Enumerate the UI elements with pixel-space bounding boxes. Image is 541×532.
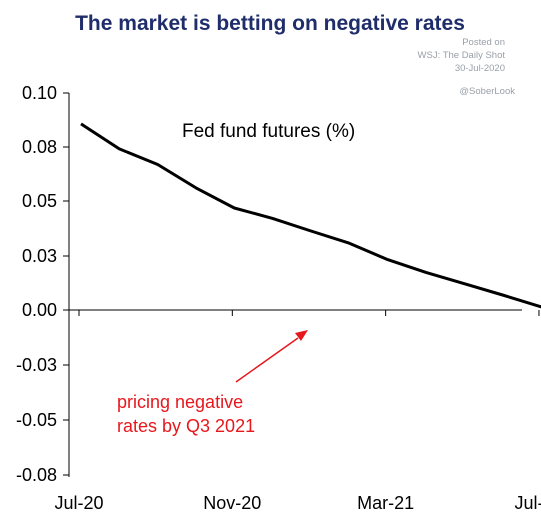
watermark-handle: @SoberLook [459,86,515,97]
y-tick-label: 0.05 [22,191,57,211]
watermark-source: WSJ: The Daily Shot [418,50,506,61]
series-line [80,122,541,309]
axes: 0.10 0.08 0.05 0.03 0.00 -0.03 -0.05 -0.08 Jul-2… [16,83,541,513]
annotation-line-1: pricing negative [117,392,243,412]
watermark-date: 30-Jul-2020 [455,63,505,74]
series-group [80,122,541,309]
x-tick-label: Mar-21 [357,493,414,513]
y-tick-label: -0.08 [16,465,57,485]
y-tick-label: -0.05 [16,410,57,430]
x-tick-label: Nov-20 [203,493,261,513]
chart-title: The market is betting on negative rates [75,12,465,35]
x-tick-label: Jul-20 [54,493,103,513]
y-tick-label: 0.00 [22,300,57,320]
y-tick-label: 0.08 [22,137,57,157]
y-tick-label: -0.03 [16,355,57,375]
annotation-arrow [235,337,299,383]
annotation-line-2: rates by Q3 2021 [117,416,255,436]
annotation-arrowhead [295,330,308,341]
series-label: Fed fund futures (%) [182,121,355,142]
x-tick-label: Jul-21 [514,493,541,513]
watermark-posted-on: Posted on [462,37,505,48]
y-tick-label: 0.03 [22,246,57,266]
y-tick-label: 0.10 [22,83,57,103]
